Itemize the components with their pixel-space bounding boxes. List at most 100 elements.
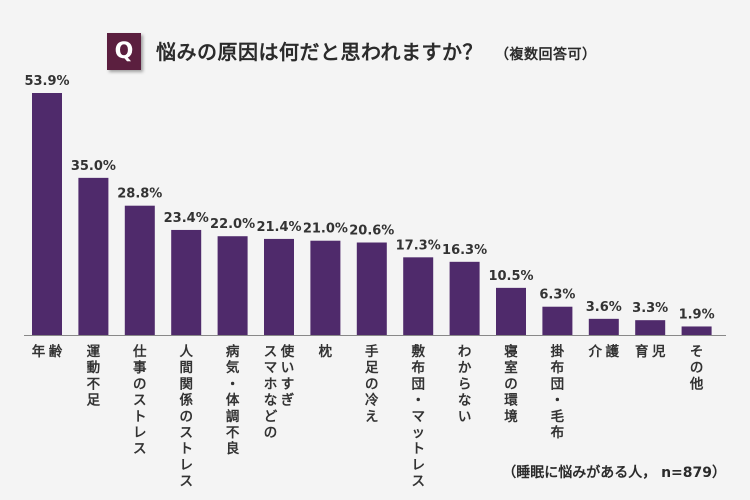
category-label-char: 事	[133, 359, 147, 376]
question-badge: Q	[107, 33, 141, 70]
category-label-char: 布	[551, 359, 565, 376]
category-label-char: マ	[411, 409, 425, 425]
question-text: 悩みの原因は何だと思われますか？	[156, 40, 483, 64]
value-label: 21.4%	[256, 220, 301, 235]
category-label-char: わ	[458, 344, 472, 360]
bar	[217, 236, 248, 335]
category-label-char: ス	[264, 344, 278, 360]
category-label-char: 冷	[365, 392, 379, 409]
category-label-char: 敷	[411, 343, 425, 360]
value-label: 53.9%	[24, 74, 69, 89]
category-label-char: 運	[87, 344, 101, 360]
category-label-char: 毛	[551, 408, 565, 425]
category-label-char: 育	[635, 343, 649, 360]
category-label-char: 介	[588, 344, 603, 360]
value-label: 35.0%	[71, 159, 116, 174]
category-label-char: 良	[226, 440, 240, 457]
category-label-char: ス	[133, 393, 147, 409]
category-label-char: 年	[32, 343, 46, 360]
category-label-char: 調	[226, 408, 240, 425]
category-label-char: ス	[179, 425, 193, 441]
category-label-char: 関	[179, 376, 193, 392]
category-label-char: 病	[226, 343, 240, 360]
category-label-char: の	[179, 409, 193, 425]
value-label: 17.3%	[396, 238, 441, 253]
category-label-char: ト	[133, 409, 147, 425]
category-label-char: 係	[179, 392, 193, 409]
category-label-char: 齢	[49, 343, 63, 360]
category-label-char: ・	[226, 376, 240, 392]
category-label-char: え	[365, 409, 379, 425]
bar	[635, 320, 666, 335]
category-label-char: 手	[365, 343, 379, 360]
question-note: （複数回答可）	[495, 47, 597, 63]
category-label-char: の	[690, 360, 704, 376]
value-label: 10.5%	[488, 269, 533, 284]
category-label-char: 使	[280, 343, 295, 360]
bar	[588, 318, 619, 335]
value-label: 1.9%	[679, 307, 715, 322]
category-label-char: 枕	[319, 343, 333, 360]
category-label-char: ス	[179, 474, 193, 490]
category-label-char: 体	[226, 392, 240, 409]
value-label: 22.0%	[210, 217, 255, 232]
category-label-char: ス	[133, 441, 147, 457]
category-label-char: 寝	[504, 343, 518, 360]
category-label-char: レ	[133, 425, 147, 441]
category-label-char: ト	[179, 441, 193, 457]
category-label-char: そ	[690, 344, 704, 360]
category-label-char: ・	[551, 393, 565, 409]
category-label-char: ら	[458, 376, 472, 392]
category-label-char: 護	[606, 343, 620, 360]
value-label: 21.0%	[303, 222, 348, 237]
value-label: 6.3%	[539, 288, 575, 303]
category-label-char: 環	[504, 393, 518, 409]
category-label-char: レ	[411, 457, 425, 473]
category-label-char: ぎ	[281, 392, 295, 409]
page-title: 悩みの原因は何だと思われますか？ （複数回答可）	[156, 36, 597, 65]
value-label: 23.4%	[164, 211, 209, 226]
category-label-char: 他	[689, 375, 704, 392]
category-label-char: 仕	[132, 343, 147, 360]
bar	[171, 229, 202, 335]
category-label-char: 布	[411, 359, 425, 376]
bar	[356, 242, 387, 335]
category-label-char: 団	[551, 376, 565, 392]
category-label-char: ス	[411, 474, 425, 490]
category-label-char: 掛	[551, 343, 565, 360]
category-label-char: 人	[179, 344, 193, 360]
category-label-char: な	[264, 393, 278, 409]
bar	[124, 205, 155, 335]
category-label-char: か	[458, 360, 472, 376]
category-label-char: の	[133, 376, 147, 392]
bar	[310, 240, 341, 335]
category-label-char: マ	[264, 360, 278, 376]
category-label-char: ト	[411, 441, 425, 457]
category-label-char: 間	[179, 360, 193, 376]
category-label-char: の	[365, 376, 379, 392]
category-label-char: 布	[551, 424, 565, 441]
category-label-char: レ	[179, 457, 193, 473]
bar	[264, 238, 294, 335]
bar	[542, 306, 573, 335]
category-label-char: な	[458, 393, 472, 409]
value-label: 28.8%	[117, 187, 162, 202]
bar	[32, 93, 62, 335]
category-label-char: の	[264, 425, 278, 441]
bar	[449, 261, 480, 335]
category-label-char: い	[458, 409, 472, 425]
bar	[403, 257, 434, 335]
value-label: 20.6%	[349, 224, 394, 239]
category-label-char: 不	[87, 376, 101, 392]
category-label-char: い	[281, 360, 295, 376]
category-label-char: す	[281, 376, 295, 392]
value-label: 16.3%	[442, 243, 487, 258]
category-label-char: 境	[504, 408, 518, 425]
category-label-char: ど	[264, 409, 278, 425]
category-label-char: 足	[87, 393, 101, 409]
bar	[681, 326, 712, 335]
category-label-char: 足	[365, 360, 379, 376]
category-label-char: 室	[504, 359, 518, 376]
category-label-char: 不	[226, 425, 240, 441]
